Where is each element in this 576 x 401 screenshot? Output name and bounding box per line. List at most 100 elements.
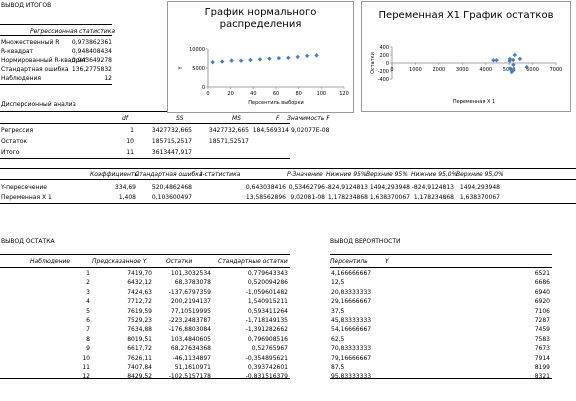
residuals-cell: 8 <box>86 336 90 343</box>
probability-y: 6940 <box>534 289 550 296</box>
probability-y: 8321 <box>534 373 550 380</box>
residuals-header: Остатки <box>166 258 193 265</box>
residuals-chart[interactable]: Переменная X1 График остатков -400 -200 0 2… <box>361 1 571 112</box>
y-tick-label: 10000 <box>189 47 205 53</box>
normal-probability-chart[interactable]: График нормального распределения 0 5000 10… <box>167 1 354 113</box>
coef-header: Верхние 95,0% <box>456 171 504 178</box>
anova-header-f: F <box>276 115 280 122</box>
x-tick-label: 0 <box>390 67 393 73</box>
stats-top-border <box>0 24 112 25</box>
residuals-cell: 68,3783078 <box>174 279 211 286</box>
coef-row-label: Переменная X 1 <box>1 194 52 201</box>
coef-header-border <box>0 179 576 180</box>
residuals-cell: -0,354895621 <box>245 355 288 362</box>
data-point <box>286 55 291 61</box>
anova-row-label: Регрессия <box>1 127 34 134</box>
data-point <box>507 58 512 64</box>
anova-f: 184,569314 <box>252 127 289 134</box>
residuals-header: Наблюдение <box>30 258 71 265</box>
probability-y: 6686 <box>534 279 550 286</box>
probability-y: 7914 <box>534 355 550 362</box>
probability-percentile: 29,16666667 <box>331 298 372 305</box>
x-tick-label: 40 <box>250 91 256 97</box>
stats-header-border <box>0 35 112 36</box>
residuals-cell: -102,5157178 <box>168 373 211 380</box>
probability-y: 7583 <box>534 336 550 343</box>
anova-bottom-border <box>0 158 290 159</box>
data-point <box>494 58 499 63</box>
residuals-cell: 7619,59 <box>127 308 152 315</box>
coef-value: 1,178234868 <box>413 194 454 201</box>
residuals-top-border <box>0 254 290 255</box>
anova-df: 11 <box>126 149 134 156</box>
coef-value: -824,9124813 <box>325 184 368 191</box>
y-tick-label: 400 <box>379 45 389 51</box>
probability-header: Y <box>385 258 389 265</box>
probability-title: ВЫВОД ВЕРОЯТНОСТИ <box>330 238 401 245</box>
stat-label: Нормированный R-квадрат <box>1 57 87 64</box>
data-point <box>295 54 300 60</box>
coef-top-border <box>0 168 576 169</box>
stat-value: 0,973862361 <box>71 39 112 46</box>
residuals-cell: 7407,84 <box>127 364 152 371</box>
anova-title: Дисперсионный анализ <box>1 101 76 108</box>
x-axis-label: Переменная X 1 <box>453 99 495 105</box>
data-point <box>276 55 282 61</box>
chart-title: Переменная X1 График остатков <box>378 10 554 21</box>
x-axis-label: Персентиль выборки <box>248 100 303 106</box>
x-tick-label: 1000 <box>409 67 422 73</box>
data-point <box>238 58 244 63</box>
probability-y: 6920 <box>534 298 550 305</box>
residuals-cell: 9 <box>86 345 90 352</box>
normal-probability-plot: 0 5000 10000 0 20 40 60 80 100 120 Персентиль выбо… <box>178 47 349 106</box>
probability-percentile: 4,166666667 <box>331 270 372 277</box>
data-point <box>507 66 513 71</box>
x-tick-label: 60 <box>273 91 279 97</box>
coef-value: 1,408 <box>118 194 136 201</box>
residuals-cell: 10 <box>82 355 90 362</box>
coef-value: 334,69 <box>115 184 136 191</box>
residuals-cell: 0,796908516 <box>247 336 288 343</box>
y-axis-label: Y <box>178 66 184 71</box>
probability-percentile: 79,16666667 <box>331 355 372 362</box>
anova-header-sig: Значимость F <box>287 115 330 122</box>
y-axis-label: Остатки <box>370 52 376 74</box>
probability-y: 7287 <box>534 317 550 324</box>
probability-percentile: 62,5 <box>331 336 345 343</box>
data-point <box>248 57 253 63</box>
residuals-cell: 7529,23 <box>127 317 152 324</box>
residuals-cell: 4 <box>86 298 90 305</box>
coef-value: 1,638370067 <box>459 194 500 201</box>
coef-value: 1,638370067 <box>369 194 410 201</box>
anova-header-ms: MS <box>232 115 241 122</box>
x-tick-label: 4000 <box>479 67 492 73</box>
anova-ss: 3427732,665 <box>151 127 192 134</box>
residuals-cell: 8429,52 <box>127 373 152 380</box>
probability-y: 7106 <box>534 308 550 315</box>
coef-value: 1494,293948 <box>459 184 500 191</box>
x-tick-label: 80 <box>295 91 301 97</box>
stat-label: Стандартная ошибка <box>1 66 69 73</box>
probability-y: 7459 <box>534 326 550 333</box>
anova-row-label: Итого <box>1 149 20 156</box>
residuals-cell: 77,10519995 <box>170 308 211 315</box>
x-tick-label: 2000 <box>432 67 445 73</box>
residuals-header: Предсказанное Y <box>92 258 147 265</box>
stat-label: R-квадрат <box>1 48 34 55</box>
anova-header-df: df <box>122 115 128 122</box>
regression-stats-title: Регрессионная статистика <box>30 28 116 35</box>
probability-percentile: 37,5 <box>331 308 345 315</box>
coef-header: Нижние 95,0% <box>411 171 458 178</box>
coef-value: 13,58562896 <box>245 194 286 201</box>
coef-value: 0,643038416 <box>245 184 286 191</box>
coef-row-label: Y-пересечение <box>1 184 47 191</box>
stats-bottom-border <box>0 84 112 85</box>
residuals-cell: 0,52765967 <box>251 345 288 352</box>
data-point <box>510 57 516 63</box>
x-tick-label: 100 <box>317 91 327 97</box>
residuals-header-border <box>0 267 290 268</box>
residuals-cell: 8019,51 <box>127 336 152 343</box>
chart-title: График нормального распределения <box>204 7 317 30</box>
coef-bottom-border <box>0 203 576 204</box>
